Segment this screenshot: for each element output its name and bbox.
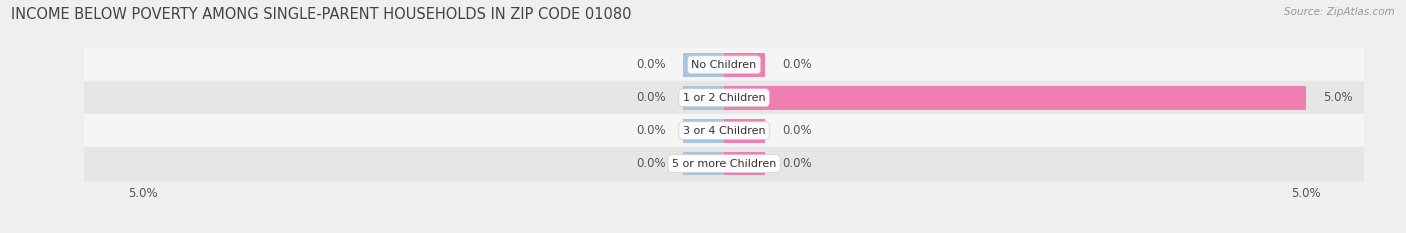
Bar xyxy=(683,53,724,77)
Bar xyxy=(683,86,724,110)
Bar xyxy=(683,152,724,175)
Bar xyxy=(724,119,765,143)
Text: 1 or 2 Children: 1 or 2 Children xyxy=(683,93,765,103)
Bar xyxy=(724,53,765,77)
Bar xyxy=(84,147,1364,180)
Text: 5.0%: 5.0% xyxy=(1323,91,1353,104)
Bar xyxy=(84,114,1364,147)
Bar xyxy=(84,48,1364,81)
Bar xyxy=(724,152,765,175)
Bar xyxy=(84,81,1364,114)
Text: 0.0%: 0.0% xyxy=(782,124,811,137)
Text: 0.0%: 0.0% xyxy=(637,58,666,71)
Text: 3 or 4 Children: 3 or 4 Children xyxy=(683,126,765,136)
Text: 0.0%: 0.0% xyxy=(637,124,666,137)
Text: 0.0%: 0.0% xyxy=(782,157,811,170)
Text: 0.0%: 0.0% xyxy=(782,58,811,71)
Text: 5 or more Children: 5 or more Children xyxy=(672,159,776,169)
Text: Source: ZipAtlas.com: Source: ZipAtlas.com xyxy=(1284,7,1395,17)
Bar xyxy=(724,86,1306,110)
Text: INCOME BELOW POVERTY AMONG SINGLE-PARENT HOUSEHOLDS IN ZIP CODE 01080: INCOME BELOW POVERTY AMONG SINGLE-PARENT… xyxy=(11,7,631,22)
Text: 0.0%: 0.0% xyxy=(637,91,666,104)
Text: 0.0%: 0.0% xyxy=(637,157,666,170)
Text: No Children: No Children xyxy=(692,60,756,70)
Bar xyxy=(683,119,724,143)
